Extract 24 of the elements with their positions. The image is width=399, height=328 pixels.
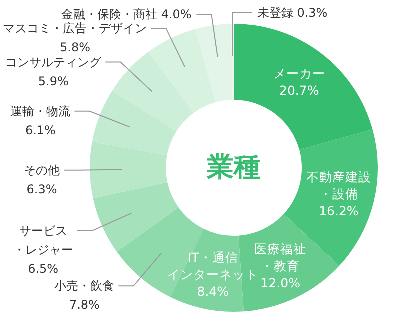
data-label: 7.8% [69,298,100,312]
slice-label: 金融・保険・商社 4.0% [62,8,192,22]
data-label: 6.1% [25,123,56,138]
data-label: 5.8% [60,40,90,55]
data-label: 8.4% [197,284,230,299]
slice-label: サービス・レジャー [13,224,74,257]
donut-slice [234,24,373,150]
slice-label: 未登録 0.3% [257,6,328,20]
text: 業種 [206,152,261,183]
data-label: 5.9% [38,74,69,88]
data-label: 6.3% [26,182,58,196]
slice-label: 小売・飲食 [54,279,115,294]
slice-label: マスコミ・広告・デザイン [3,22,148,36]
slice-label: 医療福祉・教育 [254,241,307,274]
slice-label: 運輸・物流 [10,104,71,118]
data-label: 20.7% [280,83,320,98]
donut-slice [93,182,179,252]
slice-label: メーカー [273,66,326,82]
data-label: 16.2% [319,204,359,219]
slice-label: 不動産建設・設備 [306,170,372,202]
slice-label: コンサルティング [6,55,103,70]
slice-label: その他 [24,163,60,178]
data-label: 12.0% [260,275,301,290]
data-label: 6.5% [28,262,59,276]
